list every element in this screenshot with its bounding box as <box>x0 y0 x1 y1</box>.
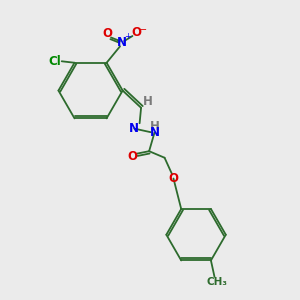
Text: O: O <box>169 172 178 185</box>
Text: O: O <box>132 26 142 39</box>
Text: N: N <box>129 122 139 135</box>
Text: O: O <box>128 150 137 163</box>
Text: H: H <box>143 95 153 108</box>
Text: −: − <box>139 25 147 35</box>
Text: O: O <box>103 27 112 40</box>
Text: Cl: Cl <box>49 55 61 68</box>
Text: +: + <box>124 32 131 41</box>
Text: N: N <box>117 36 127 49</box>
Text: H: H <box>150 120 160 133</box>
Text: N: N <box>149 126 160 139</box>
Text: CH₃: CH₃ <box>206 277 227 287</box>
